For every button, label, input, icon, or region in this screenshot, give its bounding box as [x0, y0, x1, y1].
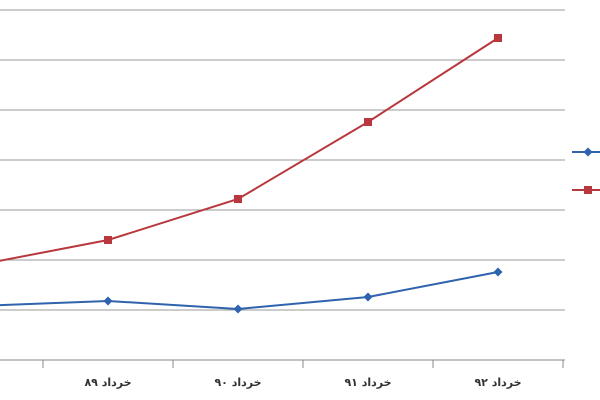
point — [103, 296, 113, 306]
point — [493, 267, 503, 277]
x-tick-label: خرداد ۸۹ — [84, 376, 131, 389]
x-tick-label: خرداد ۹۲ — [474, 376, 521, 389]
legend-marker — [583, 147, 593, 157]
point — [364, 118, 372, 126]
legend-marker — [584, 186, 592, 194]
point — [363, 292, 373, 302]
point — [234, 195, 242, 203]
series-line — [0, 271, 499, 311]
x-tick-label: خرداد ۹۱ — [344, 376, 391, 389]
point — [104, 236, 112, 244]
point — [494, 34, 502, 42]
x-tick-label: خرداد ۹۰ — [214, 376, 261, 389]
series-line — [0, 37, 499, 262]
point — [233, 304, 243, 314]
